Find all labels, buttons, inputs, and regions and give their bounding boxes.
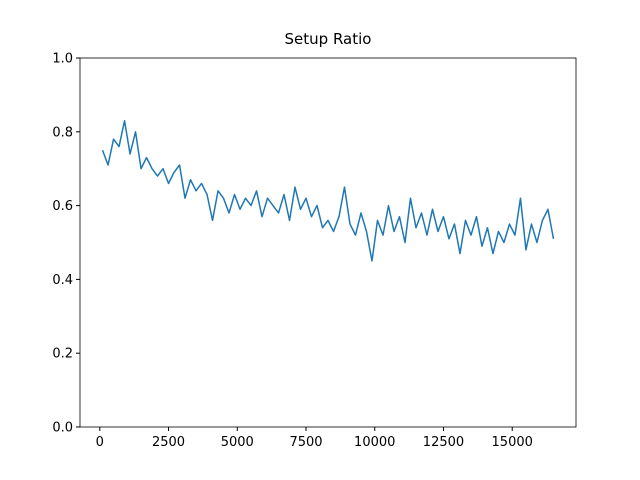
y-tick-label: 0.4 bbox=[52, 273, 73, 288]
chart-title: Setup Ratio bbox=[285, 30, 372, 48]
data-line bbox=[101, 119, 555, 262]
y-tick-label: 0.2 bbox=[52, 347, 73, 362]
x-tick-label: 10000 bbox=[354, 435, 395, 450]
x-tick-label: 7500 bbox=[289, 435, 322, 450]
x-tick-label: 0 bbox=[96, 435, 104, 450]
x-tick-label: 15000 bbox=[492, 435, 533, 450]
x-tick-label: 2500 bbox=[152, 435, 185, 450]
plot-frame bbox=[79, 57, 577, 428]
x-tick-label: 12500 bbox=[423, 435, 464, 450]
y-tick-label: 0.8 bbox=[52, 125, 73, 140]
y-tick-label: 0.0 bbox=[52, 421, 73, 436]
y-tick-label: 1.0 bbox=[52, 52, 73, 67]
y-tick-label: 0.6 bbox=[52, 199, 73, 214]
x-tick-label: 5000 bbox=[221, 435, 254, 450]
